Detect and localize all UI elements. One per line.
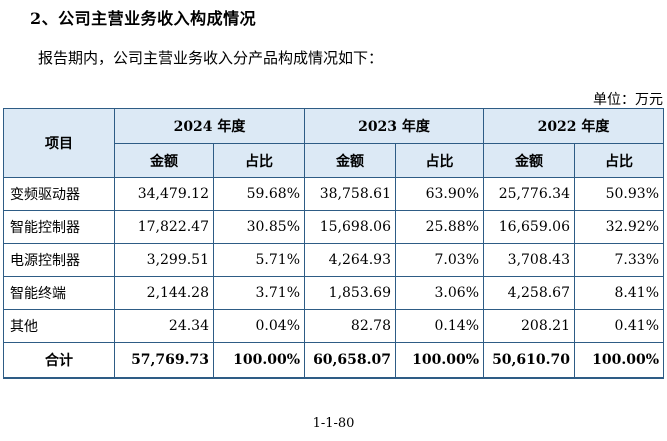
intro-paragraph: 报告期内，公司主营业务收入分产品构成情况如下： [38,49,384,67]
cell-share-2024: 0.04% [213,309,305,343]
header-share: 占比 [574,143,664,178]
cell-amount-2022: 25,776.34 [483,177,575,211]
cell-amount-2024: 34,479.12 [114,177,214,211]
row-label: 电源控制器 [3,243,115,277]
section-heading: 2、公司主营业务收入构成情况 [30,9,257,28]
row-label: 智能终端 [3,276,115,310]
cell-share-2022: 32.92% [574,210,664,244]
cell-share-2023: 7.03% [395,243,484,277]
page-number: 1-1-80 [312,416,355,431]
table-row: 变频驱动器 34,479.12 59.68% 38,758.61 63.90% … [3,177,664,211]
cell-share-2023: 3.06% [395,276,484,310]
cell-amount-2022: 208.21 [483,309,575,343]
table-header-row-years: 项目 2024 年度 2023 年度 2022 年度 [3,108,664,178]
cell-share-2023: 25.88% [395,210,484,244]
header-amount: 金额 [304,143,396,178]
total-amount-2022: 50,610.70 [483,342,575,378]
header-amount: 金额 [114,143,214,178]
total-amount-2024: 57,769.73 [114,342,214,378]
total-share-2022: 100.00% [574,342,664,378]
table-row: 电源控制器 3,299.51 5.71% 4,264.93 7.03% 3,70… [3,243,664,277]
header-year-2022: 2022 年度 [483,108,664,144]
header-amount: 金额 [483,143,575,178]
cell-share-2024: 30.85% [213,210,305,244]
cell-amount-2024: 2,144.28 [114,276,214,310]
table-row: 智能控制器 17,822.47 30.85% 15,698.06 25.88% … [3,210,664,244]
cell-share-2024: 5.71% [213,243,305,277]
cell-share-2022: 8.41% [574,276,664,310]
row-label: 变频驱动器 [3,177,115,211]
cell-share-2022: 0.41% [574,309,664,343]
cell-amount-2023: 15,698.06 [304,210,396,244]
revenue-composition-table: 项目 2024 年度 2023 年度 2022 年度 金额 占比 金额 占比 金… [3,108,664,379]
cell-amount-2023: 1,853.69 [304,276,396,310]
table-header-row-metrics: 金额 占比 金额 占比 金额 占比 [4,143,664,178]
header-item: 项目 [3,108,115,178]
total-share-2023: 100.00% [395,342,484,378]
cell-share-2022: 7.33% [574,243,664,277]
cell-share-2023: 63.90% [395,177,484,211]
cell-share-2024: 3.71% [213,276,305,310]
row-label: 其他 [3,309,115,343]
header-year-2023: 2023 年度 [304,108,484,144]
header-year-2024: 2024 年度 [114,108,305,144]
cell-amount-2023: 38,758.61 [304,177,396,211]
table-total-row: 合计 57,769.73 100.00% 60,658.07 100.00% 5… [3,342,664,378]
table-row: 其他 24.34 0.04% 82.78 0.14% 208.21 0.41% [3,309,664,343]
header-share: 占比 [213,143,305,178]
cell-amount-2024: 17,822.47 [114,210,214,244]
cell-share-2024: 59.68% [213,177,305,211]
table-row: 智能终端 2,144.28 3.71% 1,853.69 3.06% 4,258… [3,276,664,310]
row-label: 智能控制器 [3,210,115,244]
cell-share-2023: 0.14% [395,309,484,343]
header-share: 占比 [395,143,484,178]
cell-amount-2023: 82.78 [304,309,396,343]
cell-amount-2022: 3,708.43 [483,243,575,277]
unit-note: 单位：万元 [593,92,663,108]
cell-amount-2022: 16,659.06 [483,210,575,244]
cell-amount-2024: 24.34 [114,309,214,343]
cell-amount-2022: 4,258.67 [483,276,575,310]
total-label: 合计 [3,342,115,378]
cell-amount-2023: 4,264.93 [304,243,396,277]
total-share-2024: 100.00% [213,342,305,378]
cell-share-2022: 50.93% [574,177,664,211]
cell-amount-2024: 3,299.51 [114,243,214,277]
total-amount-2023: 60,658.07 [304,342,396,378]
